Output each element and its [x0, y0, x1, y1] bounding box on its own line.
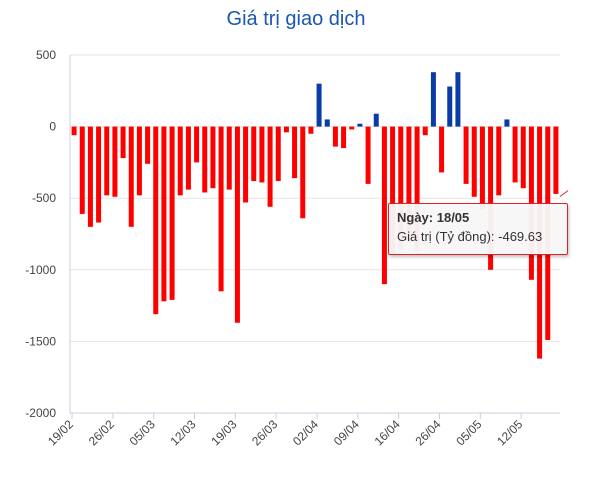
bar [414, 126, 420, 252]
x-tick-label: 19/03 [208, 417, 239, 448]
bar [112, 126, 118, 197]
y-tick-label: -1500 [25, 334, 56, 348]
y-tick-label: -1000 [25, 263, 56, 277]
tooltip-value: Giá trị (Tỷ đồng): -469.63 [397, 229, 543, 244]
x-tick-label: 16/04 [372, 417, 403, 448]
x-tick-label: 12/03 [167, 417, 198, 448]
bar [512, 126, 518, 183]
bar [553, 126, 559, 194]
bar [275, 126, 281, 182]
bar [455, 72, 461, 127]
bar [381, 126, 387, 285]
bar [316, 83, 322, 127]
bar [332, 126, 338, 147]
bar [161, 126, 167, 302]
bar [136, 126, 142, 196]
bar [390, 126, 396, 255]
bar [194, 126, 200, 163]
tooltip: Ngày: 18/05 Giá trị (Tỷ đồng): -469.63 [388, 203, 568, 255]
bar [234, 126, 240, 323]
bar [283, 126, 289, 133]
bar [267, 126, 273, 207]
x-tick-label: 05/05 [453, 417, 484, 448]
bar [471, 126, 477, 197]
bar [120, 126, 126, 159]
bar [479, 126, 485, 210]
bar [463, 126, 469, 184]
x-tick-label: 12/05 [494, 417, 525, 448]
bar [104, 126, 110, 196]
bar [202, 126, 208, 193]
bar [439, 126, 445, 173]
bar [243, 126, 249, 203]
bar [251, 126, 257, 182]
bar [79, 126, 85, 214]
bar [145, 126, 151, 164]
bar [398, 126, 404, 250]
bar [153, 126, 159, 315]
x-tick-label: 26/03 [249, 417, 280, 448]
bar [128, 126, 134, 227]
bar [324, 119, 330, 127]
bar [185, 126, 191, 190]
x-tick-label: 05/03 [127, 417, 158, 448]
bar [218, 126, 224, 292]
y-tick-label: 0 [49, 120, 56, 134]
bar [210, 126, 216, 189]
y-tick-label: -500 [32, 191, 56, 205]
x-tick-label: 26/04 [412, 417, 443, 448]
bar [292, 126, 298, 179]
x-tick-label: 02/04 [290, 417, 321, 448]
bar [71, 126, 77, 136]
bar [496, 126, 502, 196]
bar [373, 113, 379, 127]
bar [226, 126, 232, 190]
bar [300, 126, 306, 219]
bar [87, 126, 93, 227]
bar [422, 126, 428, 136]
bar [447, 86, 453, 127]
chart-title: Giá trị giao dịch [226, 8, 366, 30]
bar [259, 126, 265, 183]
bar [177, 126, 183, 196]
bar [520, 126, 526, 189]
x-tick-label: 26/02 [86, 417, 117, 448]
bar [308, 126, 314, 134]
bar [341, 126, 347, 149]
bar [357, 123, 363, 127]
bar [430, 72, 436, 127]
tooltip-pointer [559, 190, 569, 197]
x-tick-label: 09/04 [331, 417, 362, 448]
tooltip-date: Ngày: 18/05 [397, 210, 470, 225]
x-tick-label: 19/02 [45, 417, 76, 448]
bar [349, 126, 355, 130]
bar [365, 126, 371, 184]
bar [96, 126, 102, 223]
bar [488, 126, 494, 270]
y-tick-label: 500 [36, 48, 56, 62]
bar [169, 126, 175, 300]
bar [406, 126, 412, 243]
bar [504, 119, 510, 127]
y-tick-label: -2000 [25, 406, 56, 420]
